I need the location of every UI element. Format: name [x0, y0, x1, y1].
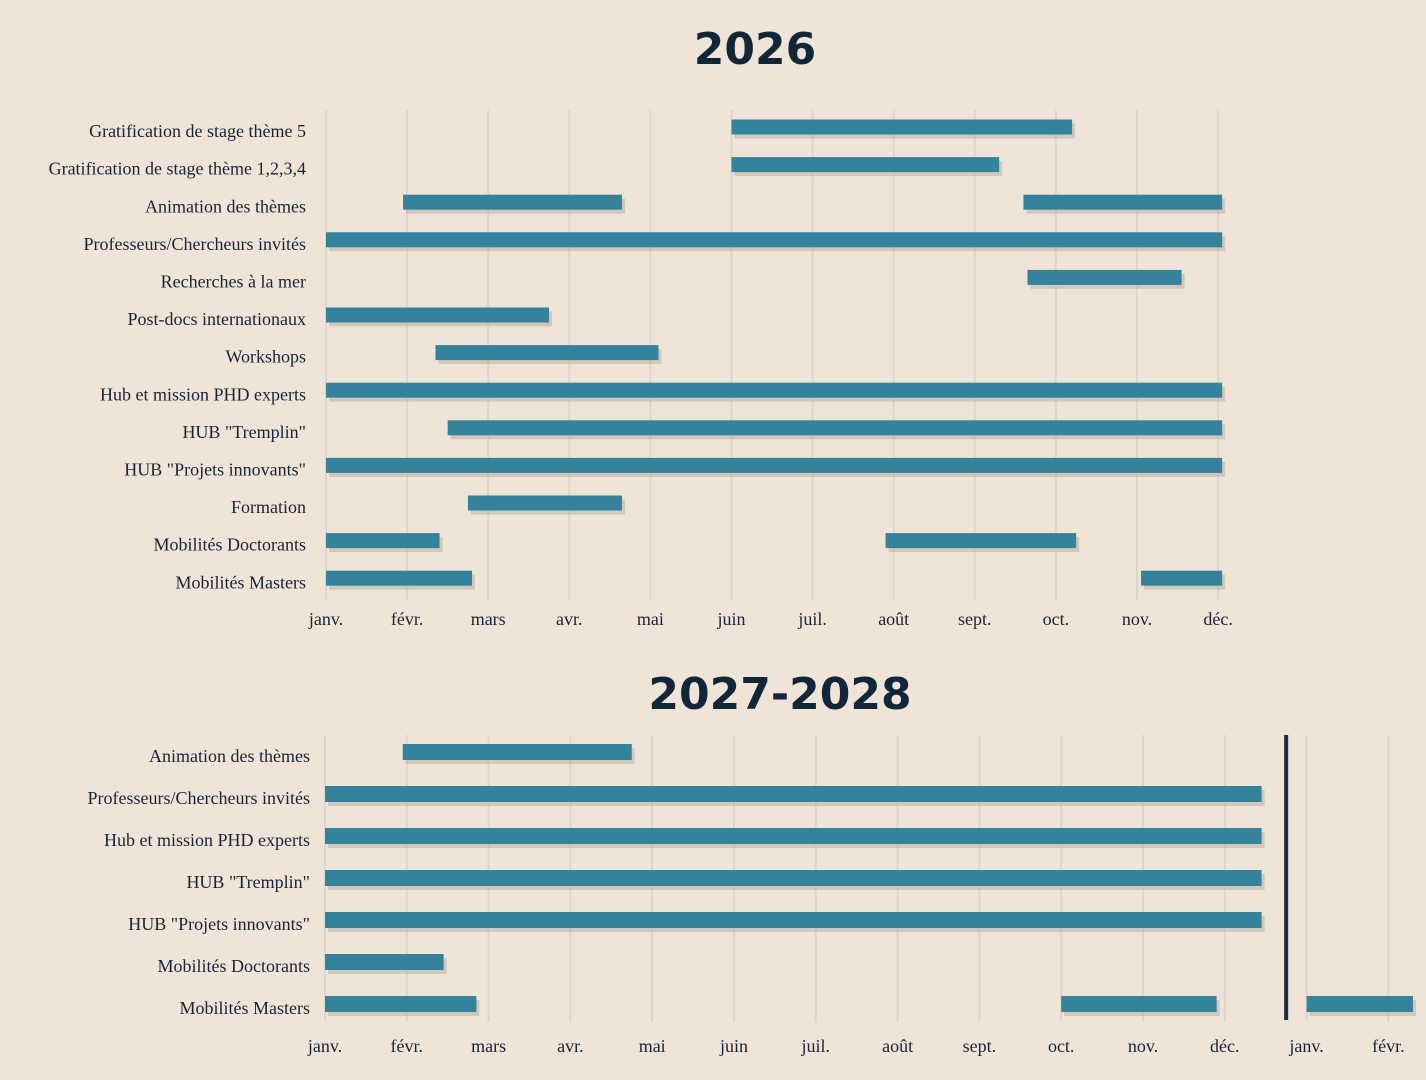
task-label: Mobilités Doctorants: [154, 535, 306, 555]
task-label: Workshops: [225, 347, 306, 367]
task-label: Professeurs/Chercheurs invités: [88, 788, 310, 808]
task-bar: [1061, 996, 1217, 1012]
task-label: Mobilités Masters: [176, 572, 307, 592]
x-tick-label: août: [878, 609, 909, 629]
task-bar: [402, 744, 632, 760]
x-tick-label: févr.: [1372, 1036, 1404, 1056]
task-bar: [325, 786, 1262, 802]
task-label: Hub et mission PHD experts: [100, 384, 306, 404]
task-bar: [467, 495, 623, 511]
task-bar: [325, 828, 1262, 844]
task-label: Post-docs internationaux: [128, 309, 306, 329]
task-bar: [731, 157, 1000, 173]
task-label: Animation des thèmes: [145, 196, 306, 216]
task-bar: [447, 420, 1223, 436]
x-tick-label: août: [882, 1036, 913, 1056]
task-label: Animation des thèmes: [149, 746, 310, 766]
task-bar: [1023, 194, 1223, 210]
x-tick-label: déc.: [1203, 609, 1232, 629]
x-tick-label: oct.: [1043, 609, 1070, 629]
task-bar: [403, 194, 623, 210]
x-tick-label: févr.: [391, 1036, 423, 1056]
task-label: Gratification de stage thème 1,2,3,4: [49, 159, 306, 179]
task-bar: [326, 232, 1223, 248]
task-bar: [326, 382, 1223, 398]
x-tick-label: déc.: [1210, 1036, 1239, 1056]
x-tick-label: mai: [637, 609, 664, 629]
x-tick-label: nov.: [1128, 1036, 1158, 1056]
x-tick-label: janv.: [1288, 1036, 1323, 1056]
task-bar: [1141, 570, 1223, 586]
x-tick-label: janv.: [308, 609, 343, 629]
x-tick-label: juin: [719, 1036, 748, 1056]
task-bar: [325, 954, 444, 970]
x-tick-label: juil.: [801, 1036, 831, 1056]
task-bar: [326, 457, 1223, 473]
x-tick-label: avr.: [557, 1036, 584, 1056]
x-tick-label: janv.: [307, 1036, 342, 1056]
task-bar: [731, 119, 1073, 135]
task-bar: [325, 912, 1262, 928]
x-tick-label: sept.: [963, 1036, 997, 1056]
x-tick-label: juin: [716, 609, 745, 629]
task-bar: [1027, 269, 1182, 285]
task-label: Professeurs/Chercheurs invités: [84, 234, 306, 254]
chart-title: 2026: [694, 24, 816, 75]
task-bar: [325, 870, 1262, 886]
x-tick-label: sept.: [958, 609, 992, 629]
task-label: Hub et mission PHD experts: [104, 830, 310, 850]
task-label: HUB "Projets innovants": [124, 460, 306, 480]
task-bar: [326, 533, 440, 549]
task-bar: [1306, 996, 1413, 1012]
chart-2: 2027-2028 janv. févr. mars avr. mai juin juil. a…: [88, 669, 1416, 1056]
chart-title: 2027-2028: [648, 669, 911, 720]
task-label: HUB "Tremplin": [186, 872, 310, 892]
x-tick-label: juil.: [797, 609, 827, 629]
x-tick-label: nov.: [1122, 609, 1152, 629]
x-tick-label: oct.: [1048, 1036, 1075, 1056]
task-label: HUB "Tremplin": [182, 422, 306, 442]
task-bar: [885, 533, 1077, 549]
x-tick-label: mars: [471, 1036, 506, 1056]
x-tick-label: avr.: [556, 609, 583, 629]
task-label: HUB "Projets innovants": [128, 914, 310, 934]
x-tick-label: mai: [639, 1036, 666, 1056]
task-bar: [435, 345, 659, 361]
task-bar: [325, 996, 477, 1012]
task-label: Gratification de stage thème 5: [89, 121, 306, 141]
task-label: Recherches à la mer: [161, 272, 306, 292]
x-tick-label: mars: [471, 609, 506, 629]
task-bar: [326, 570, 472, 586]
task-label: Formation: [231, 497, 306, 517]
task-label: Mobilités Masters: [180, 998, 311, 1018]
chart-1: 2026 janv. févr. mars avr. mai juin juil. août se…: [49, 24, 1233, 629]
x-tick-label: févr.: [391, 609, 423, 629]
task-bar: [326, 307, 550, 323]
task-label: Mobilités Doctorants: [158, 956, 310, 976]
